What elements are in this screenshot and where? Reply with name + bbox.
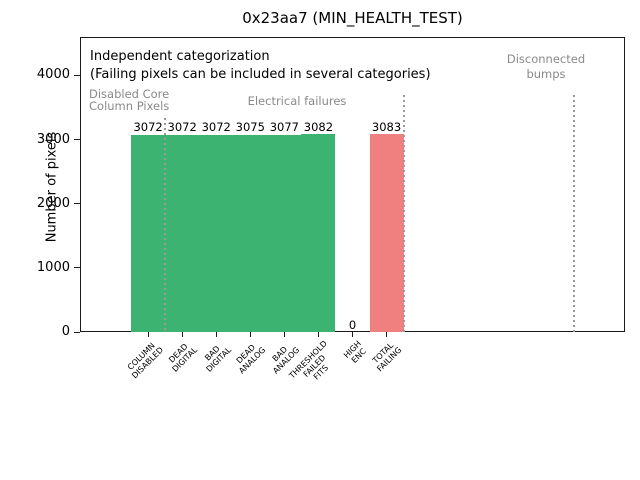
x-tick-mark <box>317 332 319 337</box>
bar-value-label: 3072 <box>133 120 163 135</box>
y-tick-label: 2000 <box>36 195 70 211</box>
x-tick-mark <box>386 332 388 337</box>
x-tick-mark <box>147 332 149 337</box>
x-tick-label: BAD DIGITAL <box>203 344 233 374</box>
annotation-independent-categorization: Independent categorization <box>90 49 270 64</box>
bar <box>165 134 200 332</box>
section-separator-line <box>402 95 405 332</box>
bar-value-label: 3075 <box>235 120 265 135</box>
x-tick-label: DEAD DIGITAL <box>167 341 199 374</box>
section-label-disconnected-bumps: Disconnected bumps <box>506 52 586 81</box>
x-tick-mark <box>283 332 285 337</box>
bar <box>199 134 234 332</box>
bar <box>301 134 336 332</box>
bar <box>267 134 302 332</box>
annotation-failing-note: (Failing pixels can be included in sever… <box>90 67 431 82</box>
y-tick-label: 0 <box>61 324 70 339</box>
bar-value-label: 3072 <box>201 120 231 135</box>
x-tick-mark <box>181 332 183 337</box>
y-tick-mark <box>74 267 80 269</box>
x-tick-label: DEAD ANALOG <box>234 342 268 376</box>
bar <box>233 134 268 332</box>
y-tick-mark <box>74 74 80 76</box>
bar-value-label: 0 <box>348 317 357 332</box>
y-tick-label: 3000 <box>36 131 70 147</box>
y-tick-label: 1000 <box>36 259 70 275</box>
x-tick-label: HIGH ENC <box>341 339 368 365</box>
y-tick-mark <box>74 139 80 141</box>
bar <box>369 134 404 332</box>
x-tick-label: TOTAL FAILING <box>370 340 404 374</box>
chart-title: 0x23aa7 (MIN_HEALTH_TEST) <box>242 9 463 27</box>
section-separator-line <box>572 95 575 332</box>
bar-value-label: 3072 <box>167 120 197 135</box>
y-tick-label: 4000 <box>36 67 70 83</box>
y-axis-label: Number of pixels <box>44 131 60 243</box>
y-tick-mark <box>74 203 80 205</box>
bar-value-label: 3082 <box>303 119 334 134</box>
section-label-disabled-core-column-pixels: Disabled Core Column Pixels <box>89 87 170 113</box>
x-tick-mark <box>352 332 353 337</box>
x-tick-mark <box>215 332 217 337</box>
bar-value-label: 3083 <box>371 119 402 134</box>
x-tick-label: COLUMN DISABLED <box>125 341 165 381</box>
bar-value-label: 3077 <box>269 120 300 135</box>
bar <box>131 134 166 332</box>
x-tick-mark <box>249 332 251 337</box>
y-tick-mark <box>74 331 80 333</box>
section-label-electrical-failures: Electrical failures <box>247 94 347 108</box>
section-separator-line <box>164 118 167 332</box>
